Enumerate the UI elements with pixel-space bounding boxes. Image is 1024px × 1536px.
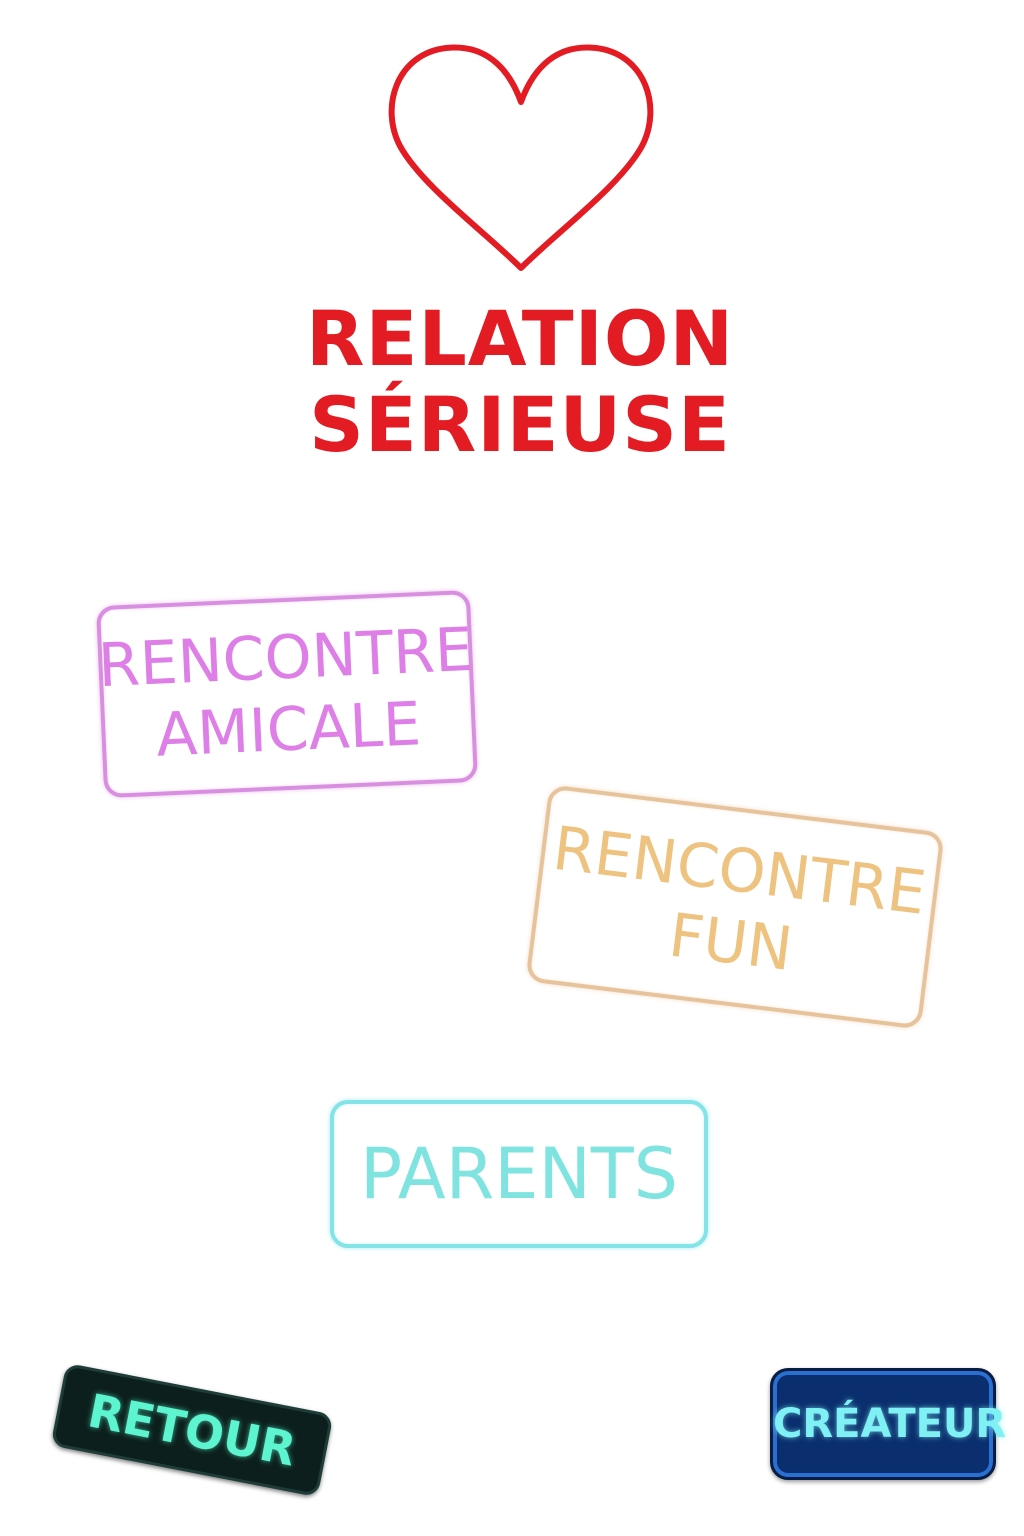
fun-label-line-2: FUN (665, 900, 797, 985)
parents-button[interactable]: PARENTS (330, 1100, 708, 1248)
creator-button[interactable]: CRÉATEUR (770, 1368, 1006, 1480)
title-line-2: SÉRIEUSE (309, 380, 731, 469)
relation-serieuse-title[interactable]: RELATION SÉRIEUSE (292, 296, 748, 468)
rencontre-amicale-button[interactable]: RENCONTRE AMICALE (95, 589, 479, 799)
heart-icon[interactable] (380, 36, 662, 281)
parents-label: PARENTS (359, 1133, 679, 1215)
rencontre-fun-button[interactable]: RENCONTRE FUN (525, 784, 945, 1030)
amicale-label-line-2: AMICALE (154, 689, 423, 771)
back-button[interactable]: RETOUR (50, 1362, 334, 1498)
title-line-1: RELATION (305, 294, 735, 383)
